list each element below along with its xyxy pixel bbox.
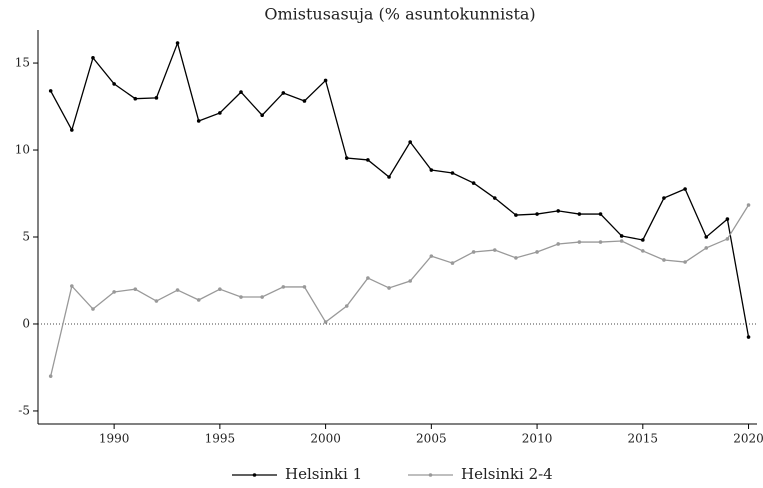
point	[577, 212, 582, 216]
point	[196, 119, 201, 123]
point	[619, 234, 624, 238]
point	[196, 298, 201, 302]
point	[725, 217, 730, 221]
point	[366, 276, 370, 280]
point	[492, 248, 497, 252]
x-tick-label: 2015	[628, 432, 659, 446]
point	[577, 240, 582, 244]
point	[641, 238, 645, 242]
point	[556, 242, 561, 246]
point	[112, 290, 116, 294]
point	[556, 209, 561, 213]
point	[154, 96, 159, 100]
point	[133, 96, 138, 101]
point	[175, 288, 180, 292]
point	[683, 260, 687, 264]
y-tick-label: 15	[15, 56, 30, 70]
point	[492, 196, 497, 200]
y-tick-label: 10	[15, 143, 30, 157]
point	[239, 90, 243, 94]
x-tick-label: 2010	[522, 432, 553, 446]
point	[683, 187, 687, 191]
point	[746, 335, 751, 339]
point	[91, 307, 95, 311]
x-tick-label: 1990	[99, 432, 130, 446]
legend-label: Helsinki 2-4	[461, 465, 553, 483]
point	[112, 82, 116, 86]
point	[598, 240, 603, 244]
point	[218, 111, 222, 115]
point	[535, 212, 539, 216]
point	[514, 213, 518, 217]
y-tick-label: 5	[22, 230, 30, 244]
x-tick-label: 2005	[416, 432, 447, 446]
legend-marker	[252, 473, 257, 477]
point	[429, 254, 434, 258]
point	[344, 304, 349, 308]
point	[281, 285, 286, 289]
point	[302, 99, 307, 103]
x-tick-label: 2000	[310, 432, 341, 446]
x-tick-label: 1995	[205, 432, 236, 446]
x-tick-label: 2020	[733, 432, 763, 446]
point	[471, 181, 476, 185]
point	[154, 299, 159, 303]
series-line	[50, 204, 750, 377]
point	[48, 374, 53, 378]
point	[302, 285, 307, 289]
point	[598, 212, 603, 216]
point	[387, 175, 391, 179]
point	[48, 89, 53, 93]
point	[218, 287, 222, 291]
point	[70, 284, 74, 288]
point	[323, 320, 328, 324]
point	[704, 235, 709, 239]
point	[387, 286, 391, 290]
point	[408, 279, 412, 283]
y-tick-label: -5	[18, 403, 30, 417]
series-line	[50, 40, 750, 338]
point	[239, 295, 243, 299]
legend-label: Helsinki 1	[285, 465, 362, 483]
y-tick-label: 0	[22, 316, 30, 330]
point	[260, 113, 264, 118]
chart-title: Omistusasuja (% asuntokunnista)	[264, 5, 535, 24]
legend: Helsinki 1 Helsinki 2-4	[232, 465, 553, 483]
point	[450, 171, 455, 175]
point	[366, 158, 370, 162]
legend-marker	[428, 473, 433, 477]
point	[281, 91, 286, 95]
point	[662, 196, 666, 200]
point	[408, 140, 412, 144]
point	[641, 249, 645, 253]
point	[344, 156, 349, 160]
point	[260, 295, 264, 299]
point	[429, 168, 434, 172]
point	[471, 250, 476, 254]
point	[535, 250, 539, 254]
point	[619, 239, 624, 243]
point	[133, 287, 138, 291]
point	[704, 246, 709, 250]
point	[725, 237, 730, 241]
point	[450, 261, 455, 265]
point	[91, 56, 95, 60]
point	[323, 78, 328, 83]
point	[746, 203, 751, 207]
point	[514, 256, 518, 260]
point	[175, 41, 180, 45]
point	[662, 258, 666, 262]
point	[70, 128, 74, 132]
